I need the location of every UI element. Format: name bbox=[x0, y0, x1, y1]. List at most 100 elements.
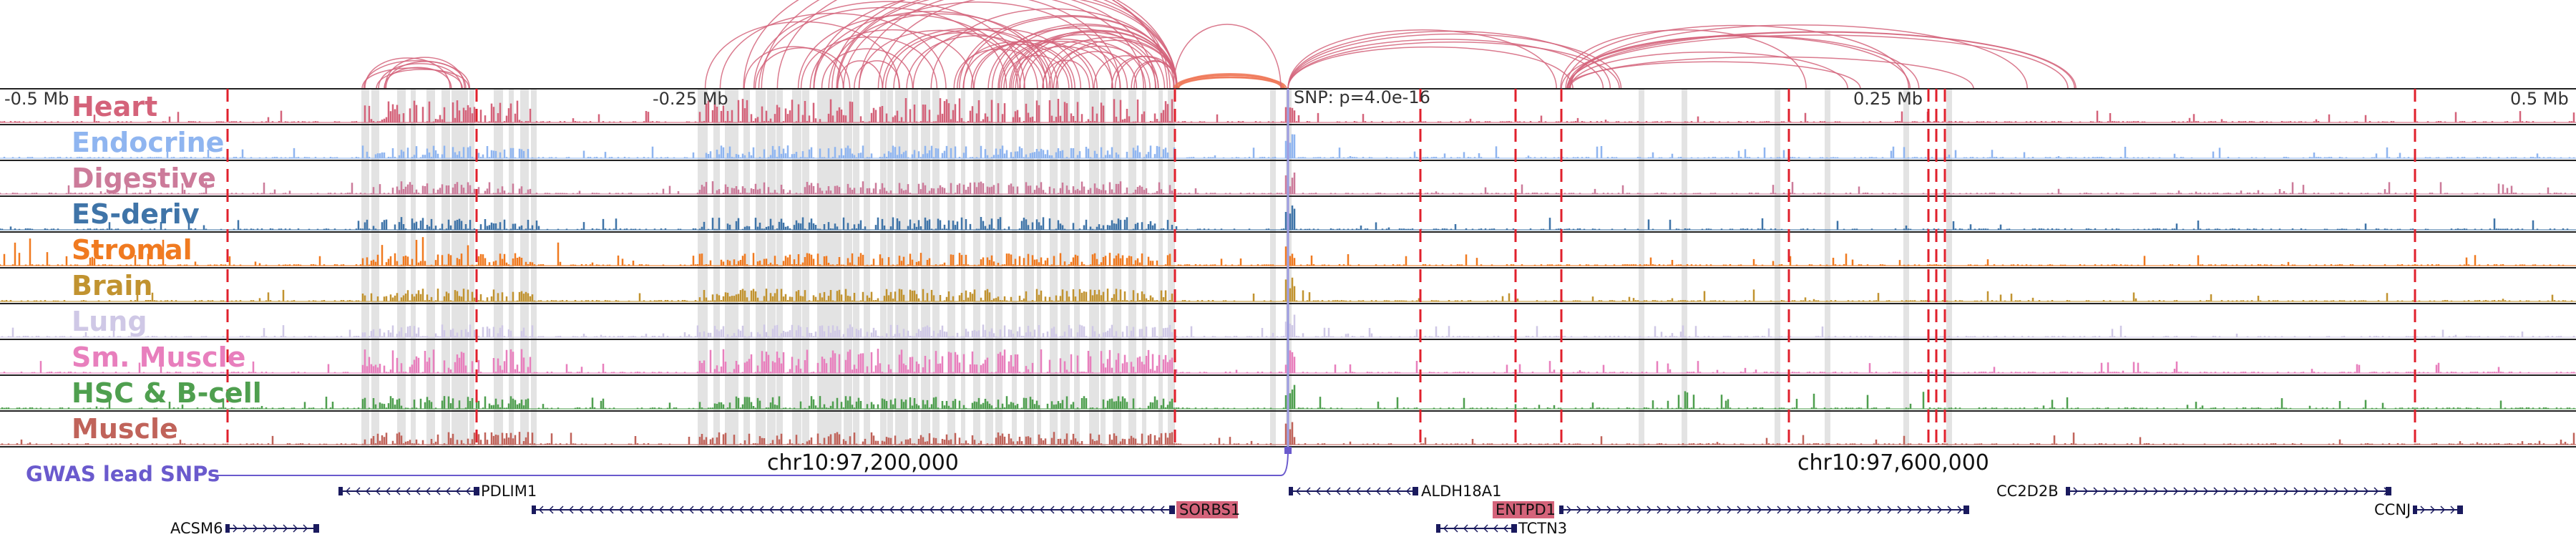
track-label: Stromal bbox=[72, 234, 192, 266]
coordinate-label: chr10:97,200,000 bbox=[767, 450, 959, 475]
loop-arc bbox=[1003, 55, 1070, 90]
loop-arc bbox=[1560, 29, 1807, 90]
loop-arc bbox=[1287, 42, 1620, 90]
gene-strand-chevrons bbox=[1443, 524, 1508, 533]
loop-arc bbox=[364, 57, 451, 90]
gene-strand-chevrons bbox=[345, 487, 471, 495]
loop-arc bbox=[877, 0, 1178, 90]
gene-exon bbox=[1963, 505, 1969, 514]
loop-arc bbox=[1048, 45, 1151, 90]
loop-arc bbox=[1569, 24, 2028, 90]
gene-exon bbox=[225, 524, 230, 533]
signal-bars bbox=[1, 384, 2575, 409]
loop-arc bbox=[1566, 34, 2069, 90]
gene-exon bbox=[1559, 505, 1563, 514]
loop-arc bbox=[1567, 32, 2076, 90]
loop-arc bbox=[858, 29, 1021, 90]
gwas-connector bbox=[215, 449, 1289, 476]
track-label: ES-deriv bbox=[72, 198, 200, 230]
signal-bars bbox=[1, 422, 2575, 445]
loop-arc bbox=[1023, 40, 1146, 90]
gene-exon bbox=[2386, 487, 2391, 495]
loop-arc bbox=[800, 36, 938, 90]
track-label: Lung bbox=[72, 306, 147, 337]
loop-arc bbox=[1053, 39, 1178, 90]
gene-exon bbox=[474, 487, 479, 495]
loop-arc bbox=[1042, 59, 1091, 90]
signal-bars bbox=[1, 277, 2573, 301]
gene-exon bbox=[313, 524, 319, 533]
gwas-snp-marker bbox=[1284, 447, 1292, 454]
loop-arc bbox=[776, 0, 1177, 90]
loop-arc bbox=[1176, 77, 1284, 90]
loop-arc bbox=[376, 69, 470, 90]
gene-exon bbox=[1413, 487, 1418, 495]
loop-arc bbox=[836, 0, 1144, 90]
gene-exon bbox=[338, 487, 343, 495]
loop-arc bbox=[384, 67, 452, 90]
loop-arc bbox=[884, 32, 1038, 90]
snp-pvalue-label: SNP: p=4.0e-16 bbox=[1294, 87, 1430, 107]
gene-label: ALDH18A1 bbox=[1421, 483, 1501, 500]
loop-arc bbox=[1055, 51, 1138, 90]
gene-strand-chevrons bbox=[233, 524, 308, 533]
loop-arc bbox=[831, 0, 1178, 90]
coordinate-label: chr10:97,600,000 bbox=[1797, 450, 1989, 475]
loop-arc bbox=[912, 28, 1082, 90]
signal-bars bbox=[3, 349, 2575, 373]
loop-arc bbox=[858, 0, 1178, 90]
gene-exon bbox=[2066, 487, 2070, 495]
axis-tick-label: 0.25 Mb bbox=[1853, 89, 1923, 109]
axis-layer: -0.5 Mb -0.25 Mb 0.25 Mb 0.5 Mb chr10:97,200… bbox=[4, 87, 2569, 486]
loop-arc bbox=[704, 21, 900, 90]
loop-arc bbox=[959, 15, 1178, 90]
gene-label: CC2D2B bbox=[1996, 483, 2059, 500]
loop-arc bbox=[1177, 74, 1285, 90]
track-label: Endocrine bbox=[72, 127, 224, 158]
gene-label: TCTN3 bbox=[1518, 520, 1567, 537]
loop-arc bbox=[1566, 61, 1861, 90]
gene-label: ENTPD1 bbox=[1496, 501, 1556, 518]
loop-arc bbox=[813, 0, 1121, 90]
loop-arc bbox=[758, 6, 1008, 90]
loop-arc bbox=[1093, 55, 1159, 90]
gene-strand-chevrons bbox=[538, 505, 1165, 514]
track-label: Brain bbox=[72, 270, 152, 301]
gene-exon bbox=[1289, 487, 1293, 495]
loop-arc bbox=[973, 39, 1098, 90]
loop-arc bbox=[906, 35, 1048, 90]
track-label: Heart bbox=[72, 91, 157, 122]
gene-strand-chevrons bbox=[2073, 487, 2389, 495]
axis-tick-label: -0.5 Mb bbox=[4, 89, 69, 109]
axis-tick-label: 0.5 Mb bbox=[2510, 89, 2569, 109]
gene-label: CCNJ bbox=[2374, 501, 2411, 518]
loop-arc bbox=[378, 63, 462, 90]
loop-arc bbox=[962, 43, 1073, 90]
gene-strand-chevrons bbox=[1295, 487, 1411, 495]
gene-exon bbox=[2413, 505, 2417, 514]
loop-arc bbox=[836, 0, 1156, 90]
track-label: HSC & B-cell bbox=[72, 377, 262, 409]
loop-arc bbox=[836, 60, 883, 90]
track-label: Digestive bbox=[72, 163, 216, 194]
axis-tick-label: -0.25 Mb bbox=[653, 89, 728, 109]
signal-bars bbox=[0, 98, 2575, 122]
loop-arc bbox=[854, 60, 901, 90]
gene-label: SORBS1 bbox=[1179, 501, 1240, 518]
loop-arc bbox=[719, 13, 947, 90]
signal-bars bbox=[0, 173, 2573, 194]
signal-bars bbox=[3, 134, 2575, 158]
loop-arc bbox=[1287, 33, 1622, 90]
gene-exon bbox=[1511, 524, 1517, 533]
gene-exon bbox=[532, 505, 536, 514]
loop-arc bbox=[998, 38, 1128, 90]
signal-bars bbox=[1, 314, 2575, 337]
loop-arc bbox=[753, 1, 1025, 90]
loop-arc bbox=[1568, 56, 1974, 90]
loop-arc bbox=[1173, 24, 1282, 90]
loop-arc bbox=[1012, 46, 1113, 90]
loop-arc bbox=[385, 61, 467, 90]
gene-exon bbox=[1436, 524, 1440, 533]
